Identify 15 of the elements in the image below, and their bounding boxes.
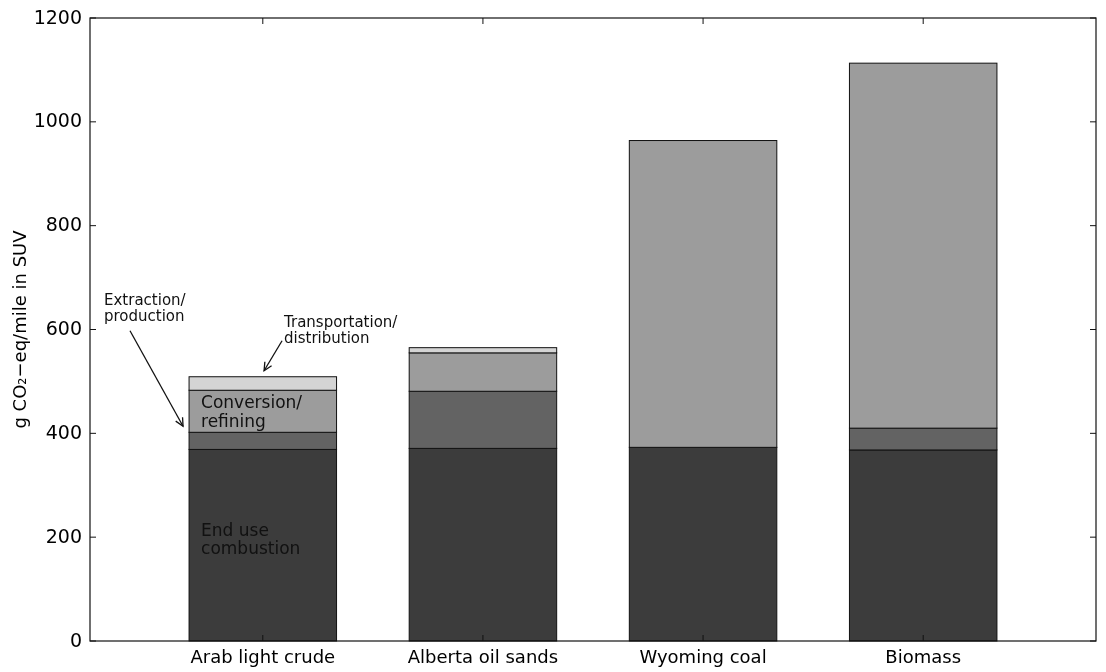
y-tick-label: 600 — [45, 317, 82, 339]
x-tick-label: Alberta oil sands — [407, 646, 559, 667]
x-tick-label: Biomass — [885, 646, 962, 667]
y-tick-label: 400 — [45, 420, 82, 443]
y-tick-label: 1000 — [33, 109, 82, 132]
x-tick-label: Wyoming coal — [639, 646, 767, 667]
y-tick-label: 800 — [45, 213, 82, 236]
y-tick-label: 0 — [69, 628, 82, 651]
y-axis-title: g CO₂−eq/mile in SUV — [9, 229, 30, 429]
legend-label: Conversion/ refining — [201, 392, 303, 431]
x-tick-label: Arab light crude — [190, 646, 336, 667]
series-label: Transportation/ distribution — [283, 312, 399, 348]
y-tick-label: 200 — [45, 524, 82, 547]
y-tick-label: 1200 — [33, 5, 82, 28]
text: Extraction/ production — [104, 290, 187, 326]
